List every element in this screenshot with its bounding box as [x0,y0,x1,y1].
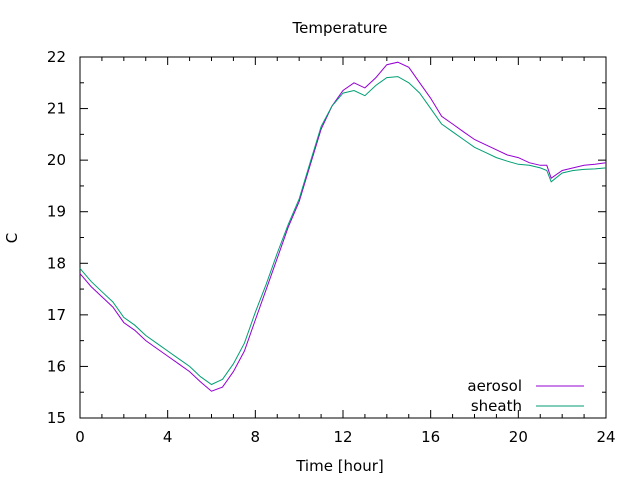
x-tick-label: 0 [75,428,85,446]
y-tick-label: 19 [47,203,66,221]
axis-tick-labels: 0 4 8 12 16 20 24 15 16 17 18 19 20 21 22 [47,48,616,446]
y-tick-label: 20 [47,151,66,169]
y-tick-label: 16 [47,357,66,375]
legend-label-sheath: sheath [471,397,522,415]
legend-label-aerosol: aerosol [467,377,522,395]
y-tick-label: 21 [47,100,66,118]
legend: aerosol sheath [467,377,584,415]
series-line-sheath [79,76,607,386]
y-tick-label: 15 [47,409,66,427]
y-axis-label: C [3,233,21,243]
y-tick-label: 17 [47,306,66,324]
x-axis-label: Time [hour] [295,457,384,475]
x-tick-label: 24 [596,428,615,446]
plot-frame [79,56,607,419]
chart-title: Temperature [291,19,387,37]
x-tick-label: 16 [421,428,440,446]
y-tick-label: 18 [47,254,66,272]
x-tick-label: 20 [509,428,528,446]
x-tick-label: 4 [163,428,173,446]
x-tick-label: 8 [251,428,261,446]
series-line-aerosol [79,61,607,392]
axis-ticks [79,56,607,419]
y-tick-label: 22 [47,48,66,66]
series-lines [79,61,607,392]
x-tick-label: 12 [333,428,352,446]
